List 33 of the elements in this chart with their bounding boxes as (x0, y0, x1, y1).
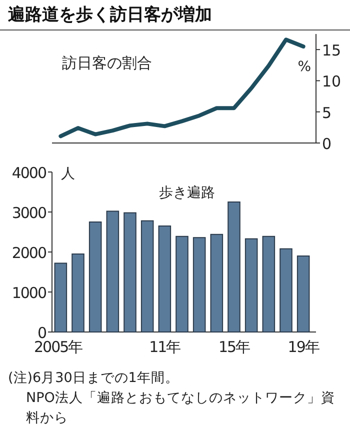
bar (210, 234, 224, 332)
text: (注)6月30日までの1年間。 (8, 370, 179, 386)
text: 歩き遍路 (159, 185, 215, 201)
bar (72, 254, 84, 332)
y-axis-title: 人 (61, 166, 75, 182)
y-tick-label: 5 (322, 104, 332, 122)
bar (262, 236, 276, 332)
x-tick-label: 19年 (288, 338, 320, 356)
y-tick-label: 4000 (12, 164, 46, 182)
bar (176, 236, 188, 332)
bar (192, 237, 206, 332)
text: 訪日客の割合 (62, 54, 152, 72)
chart-title: 遍路道を歩く訪日客が増加 (8, 4, 212, 25)
bar (228, 202, 240, 332)
bar (140, 220, 154, 332)
y-tick-label: 10 (322, 72, 342, 91)
bar (106, 210, 120, 332)
y-tick-label: 1000 (12, 284, 46, 302)
bar (244, 238, 258, 332)
y-tick-label: 3000 (12, 204, 46, 222)
y-tick-label: 2000 (12, 244, 46, 262)
bar (296, 256, 310, 332)
bar (124, 212, 136, 332)
y-tick-label: 15 (322, 42, 342, 60)
text: NPO法人「遍路とおもてなしのネットワーク」資料から (26, 390, 335, 426)
bar (54, 262, 68, 332)
x-tick-label: 11年 (149, 338, 182, 356)
bar (280, 248, 292, 332)
bar (158, 226, 172, 332)
y-axis-title: % (298, 59, 311, 76)
bar (88, 222, 102, 332)
x-tick-label: 15年 (218, 338, 251, 356)
y-tick-label: 0 (322, 135, 332, 153)
